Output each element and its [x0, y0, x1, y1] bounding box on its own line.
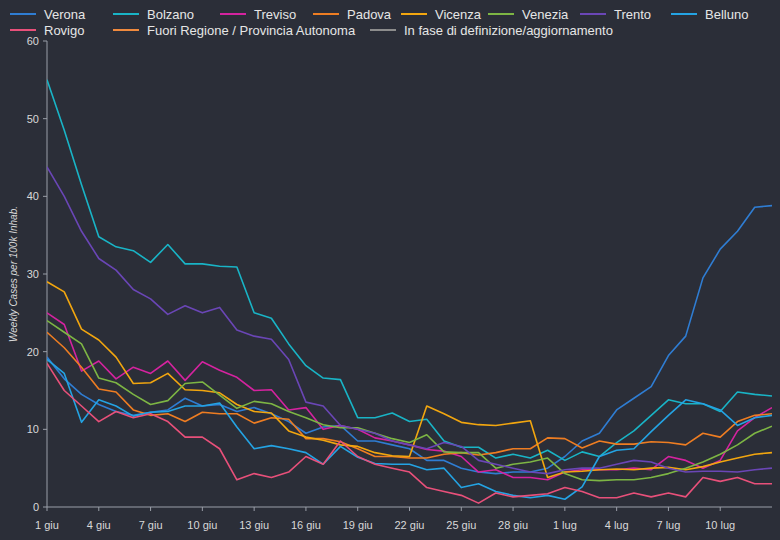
legend-label: Treviso	[254, 7, 296, 22]
legend-swatch	[10, 13, 36, 15]
legend-label: Belluno	[705, 7, 748, 22]
legend-swatch	[220, 13, 246, 15]
y-tick	[43, 274, 47, 275]
y-tick	[43, 351, 47, 352]
series-line	[47, 206, 772, 474]
legend-label: Padova	[347, 7, 392, 22]
x-tick	[668, 507, 669, 511]
legend-swatch	[313, 13, 339, 15]
legend-label: In fase di definizione/aggiornamento	[404, 23, 613, 38]
x-tick	[305, 507, 306, 511]
x-tick-label: 1 lug	[553, 519, 577, 531]
chart: 0 10 20 30 40 50 60 1 giu 4 giu 7 giu 10 giu 13 giu…	[0, 0, 780, 540]
legend-swatch	[10, 29, 36, 31]
x-tick	[513, 507, 514, 511]
legend-label: Rovigo	[44, 23, 84, 38]
y-tick-label: 60	[27, 35, 39, 47]
x-tick-label: 25 giu	[446, 519, 476, 531]
x-tick	[461, 507, 462, 511]
legend-label: Bolzano	[147, 7, 194, 22]
legend-label: Vicenza	[435, 7, 482, 22]
x-tick-label: 28 giu	[498, 519, 528, 531]
legend: Verona Bolzano Treviso Padova Vicenza Venezia…	[10, 7, 748, 38]
x-tick-label: 7 giu	[139, 519, 163, 531]
x-tick	[720, 507, 721, 511]
x-tick	[98, 507, 99, 511]
y-tick-label: 30	[27, 268, 39, 280]
y-tick	[43, 429, 47, 430]
plot-area	[47, 80, 772, 503]
x-tick	[150, 507, 151, 511]
series-line	[47, 332, 772, 458]
legend-label: Fuori Regione / Provincia Autonoma	[147, 23, 356, 38]
x-tick	[254, 507, 255, 511]
y-tick-label: 10	[27, 423, 39, 435]
x-tick-label: 22 giu	[395, 519, 425, 531]
x-tick-label: 13 giu	[239, 519, 269, 531]
x-tick-label: 19 giu	[343, 519, 373, 531]
y-tick	[43, 196, 47, 197]
y-tick-label: 40	[27, 190, 39, 202]
legend-swatch	[580, 13, 606, 15]
series-line	[47, 359, 772, 499]
legend-label: Venezia	[522, 7, 569, 22]
x-tick	[202, 507, 203, 511]
legend-label: Trento	[614, 7, 651, 22]
x-tick-label: 7 lug	[656, 519, 680, 531]
y-axis-label: Weekly Cases per 100k Inhab.	[8, 206, 19, 342]
x-tick-label: 1 giu	[35, 519, 59, 531]
x-tick	[409, 507, 410, 511]
background	[0, 0, 780, 540]
y-tick-label: 50	[27, 113, 39, 125]
series-line	[47, 167, 772, 474]
x-tick	[616, 507, 617, 511]
series-line	[47, 321, 772, 481]
legend-swatch	[671, 13, 697, 15]
legend-label: Verona	[44, 7, 86, 22]
legend-swatch	[113, 29, 139, 31]
legend-swatch	[370, 29, 396, 31]
x-tick	[357, 507, 358, 511]
x-tick-label: 4 lug	[605, 519, 629, 531]
x-tick-label: 16 giu	[291, 519, 321, 531]
x-tick	[47, 507, 48, 511]
series-line	[47, 363, 772, 503]
y-tick-label: 20	[27, 346, 39, 358]
legend-swatch	[488, 13, 514, 15]
series-line	[47, 282, 772, 478]
y-axis	[47, 41, 48, 507]
y-tick	[43, 507, 47, 508]
x-tick-label: 10 lug	[705, 519, 735, 531]
y-tick-label: 0	[33, 501, 39, 513]
y-tick	[43, 41, 47, 42]
x-tick	[564, 507, 565, 511]
legend-swatch	[401, 13, 427, 15]
x-tick-label: 10 giu	[187, 519, 217, 531]
x-tick-label: 4 giu	[87, 519, 111, 531]
y-tick	[43, 118, 47, 119]
legend-swatch	[113, 13, 139, 15]
